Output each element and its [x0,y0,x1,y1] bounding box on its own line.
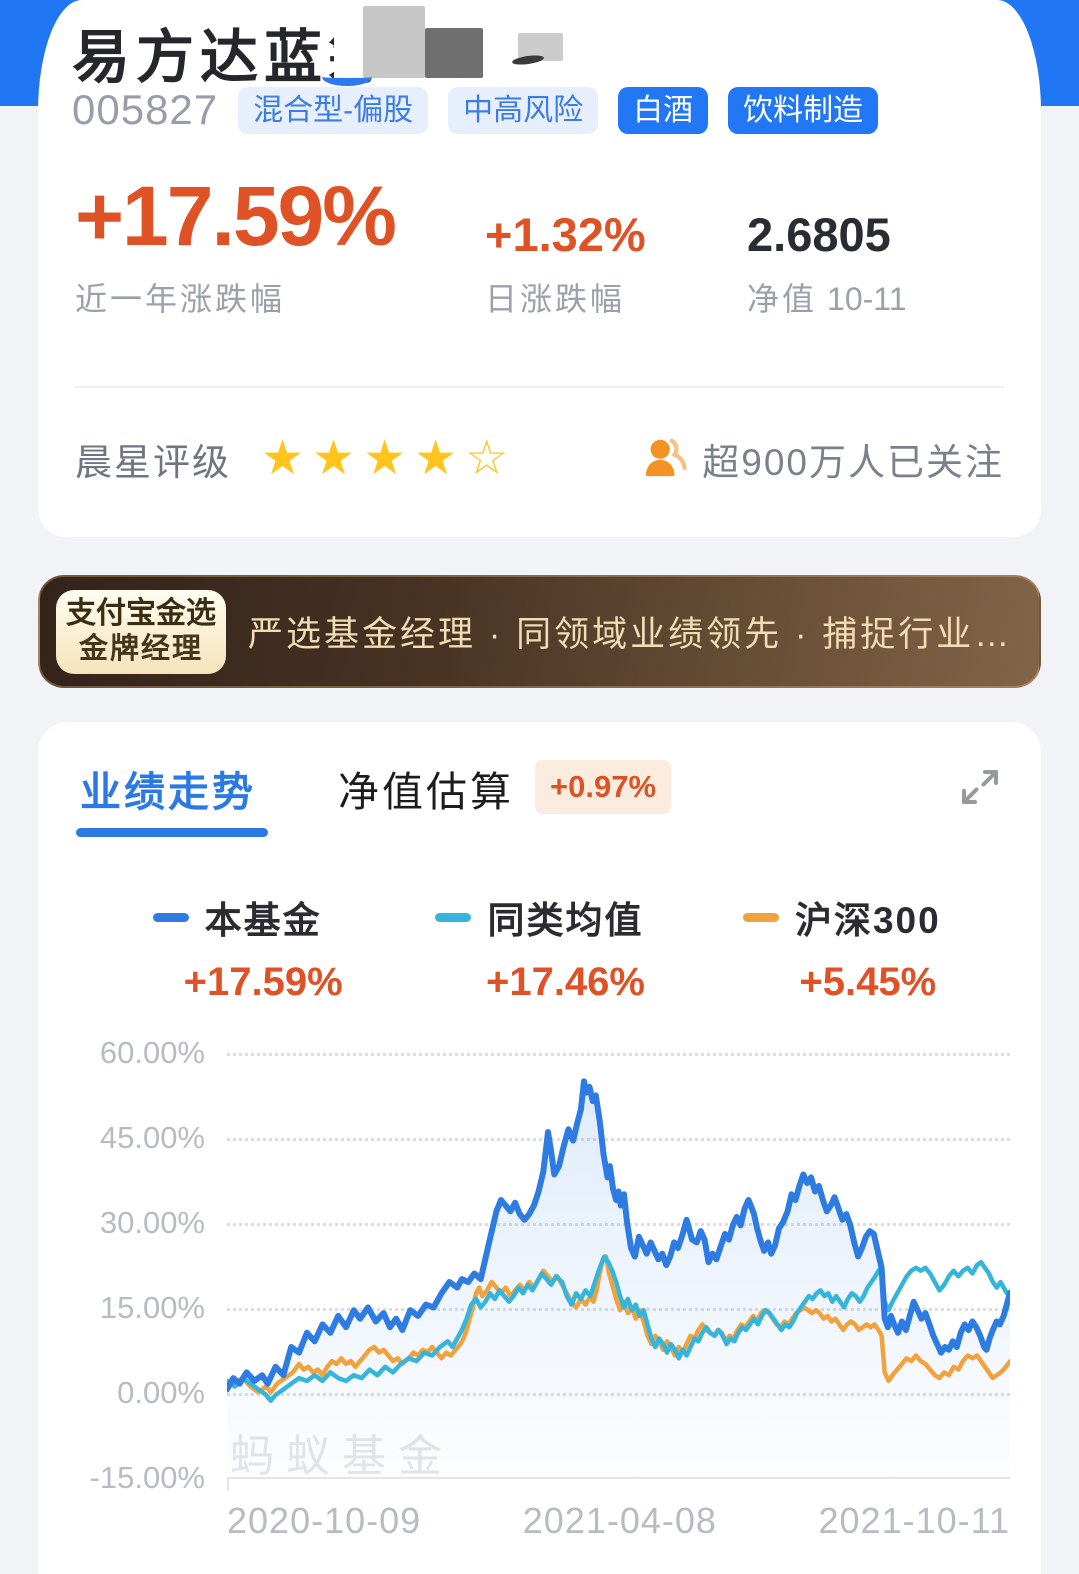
alipay-gold-badge: 支付宝金选 金牌经理 [56,589,226,674]
legend-dash-index [742,912,779,922]
legend-dash-peer [435,912,472,922]
card-divider [75,386,1004,388]
gold-manager-banner[interactable]: 支付宝金选 金牌经理 严选基金经理 · 同领域业绩领先 · 捕捉行业… [38,575,1041,688]
nav-value: 2.6805 [747,207,891,261]
tab-nav-estimate[interactable]: 净值估算 [338,769,514,815]
expand-icon[interactable] [955,762,1005,812]
fund-header-card: 易方达蓝筹 005827 混合型-偏股 中高风险 白酒 饮料制造 +17.59%… [38,0,1041,537]
y-tick-label: 45.00% [99,1120,205,1155]
star-rating-icons: ★★★★☆ [261,432,517,485]
daily-return-label: 日涨跌幅 [485,281,626,318]
rating-row: 晨星评级 ★★★★☆ 超900万人已关注 [75,424,1004,494]
fund-code-row: 005827 混合型-偏股 中高风险 白酒 饮料制造 [72,86,879,134]
stat-yearly-return: +17.59% 近一年涨跌幅 [75,172,485,320]
gridline-45 [227,1138,1010,1141]
x-tick-label: 2021-04-08 [522,1500,717,1541]
tab-performance-trend[interactable]: 业绩走势 [80,769,256,815]
redaction-block [363,6,425,78]
x-axis-line [227,1477,1010,1479]
y-tick-label: -15.00% [89,1460,205,1495]
legend-value-fund: +17.59% [183,960,343,1004]
redaction-block [425,28,483,78]
estimate-change-badge[interactable]: +0.97% [535,760,672,814]
x-axis-labels: 2020-10-09 2021-04-08 2021-10-11 [227,1500,1010,1542]
person-icon [642,432,688,487]
legend-value-peer: +17.46% [485,960,645,1004]
followers-info: 超900万人已关注 [642,432,1004,487]
legend-item-fund: 本基金 +17.59% [86,890,388,1005]
stats-row: +17.59% 近一年涨跌幅 +1.32% 日涨跌幅 2.6805 净值 10-1… [75,172,1004,320]
tag-risk-level[interactable]: 中高风险 [448,86,599,134]
morningstar-rating: 晨星评级 ★★★★☆ [75,432,516,486]
badge-subtitle: 金牌经理 [78,633,203,666]
followers-count: 超900万人已关注 [702,442,1004,483]
legend-value-index: +5.45% [799,960,937,1004]
x-tick-label: 2020-10-09 [227,1500,422,1541]
banner-description: 严选基金经理 · 同领域业绩领先 · 捕捉行业… [248,615,1013,654]
daily-return-value: +1.32% [485,207,646,261]
legend-label-fund: 本基金 [204,900,322,941]
tag-sector-baijiu[interactable]: 白酒 [618,86,709,134]
stat-nav: 2.6805 净值 10-11 [747,207,906,321]
nav-date: 10-11 [827,281,907,318]
redaction-block [511,53,545,67]
nav-label-text: 净值 [747,281,818,318]
y-tick-label: 60.00% [99,1035,205,1070]
performance-chart-plot[interactable] [227,1053,1010,1477]
yearly-return-label: 近一年涨跌幅 [75,281,286,318]
x-tick-label: 2021-10-11 [818,1500,1010,1541]
stat-daily-return: +1.32% 日涨跌幅 [485,207,747,321]
legend-dash-fund [152,912,189,922]
performance-card: 业绩走势 净值估算 +0.97% 本基金 +17.59% 同类均值 [38,722,1041,1574]
rating-label: 晨星评级 [75,442,231,483]
yearly-return-value: +17.59% [75,169,397,263]
y-tick-label: 15.00% [99,1290,205,1325]
x-axis-tick [227,1477,229,1491]
legend-item-peer: 同类均值 +17.46% [388,890,690,1005]
legend-label-peer: 同类均值 [487,900,644,941]
badge-title: 支付宝金选 [66,597,216,631]
redaction-block [322,68,372,86]
legend-label-index: 沪深300 [794,900,941,941]
active-tab-underline [76,828,268,837]
chart-legend: 本基金 +17.59% 同类均值 +17.46% 沪深300 +5.45% [38,890,1041,1005]
fund-code: 005827 [72,86,219,133]
nav-label: 净值 10-11 [747,274,906,320]
gridline-60 [227,1053,1010,1056]
tag-sector-beverage[interactable]: 饮料制造 [728,86,879,134]
tag-fund-type[interactable]: 混合型-偏股 [238,86,429,134]
y-tick-label: 30.00% [99,1205,205,1240]
legend-item-index: 沪深300 +5.45% [691,890,993,1005]
y-tick-label: 0.00% [117,1375,205,1410]
